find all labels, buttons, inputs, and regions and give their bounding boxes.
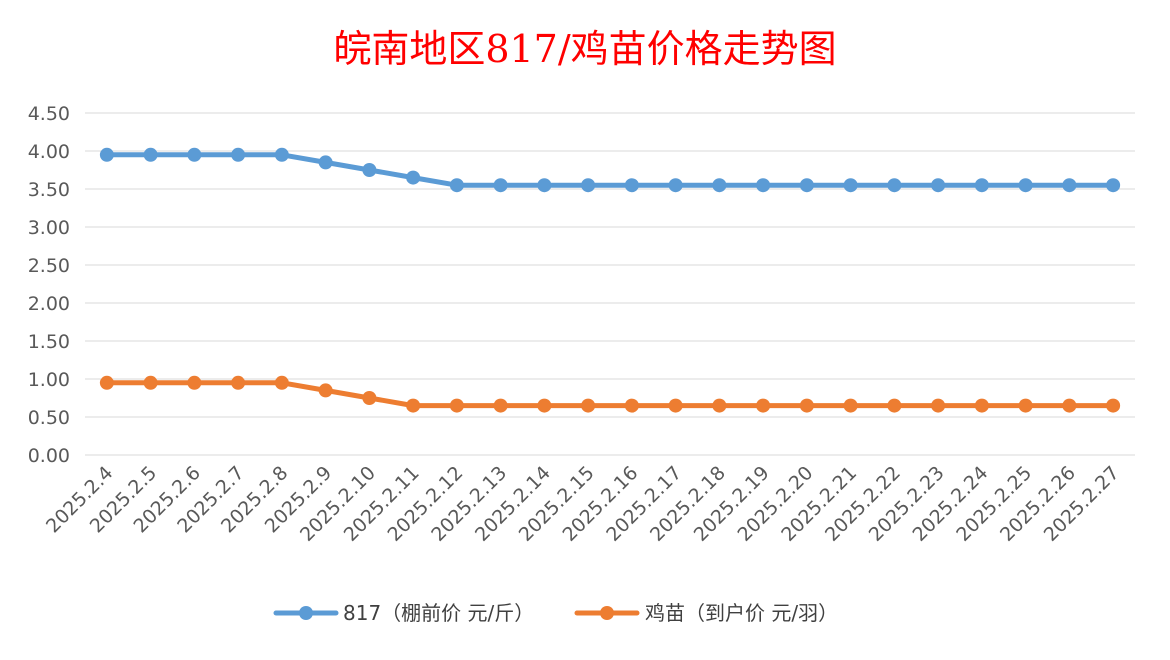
legend-marker	[299, 606, 313, 620]
legend-label: 鸡苗（到户价 元/羽）	[645, 601, 838, 625]
y-tick-label: 4.50	[28, 103, 70, 125]
data-point	[581, 398, 596, 413]
data-point	[537, 178, 552, 193]
data-point	[1106, 398, 1121, 413]
data-point	[187, 147, 202, 162]
y-tick-label: 2.00	[28, 293, 70, 315]
data-point	[406, 170, 421, 185]
data-point	[449, 398, 464, 413]
legend-marker	[600, 606, 614, 620]
legend-item: 鸡苗（到户价 元/羽）	[574, 601, 838, 625]
data-point	[931, 178, 946, 193]
data-point	[493, 178, 508, 193]
data-point	[318, 155, 333, 170]
data-point	[1018, 398, 1033, 413]
legend-item: 817（棚前价 元/斤）	[273, 601, 534, 625]
data-point	[668, 398, 683, 413]
data-point	[1062, 178, 1077, 193]
data-point	[362, 391, 377, 405]
series-group	[99, 147, 1121, 413]
y-tick-label: 2.50	[28, 255, 70, 277]
y-tick-label: 3.50	[28, 179, 70, 201]
data-point	[537, 398, 552, 413]
chart-title: 皖南地区817/鸡苗价格走势图	[333, 27, 836, 71]
data-point	[274, 147, 289, 162]
y-tick-label: 1.00	[28, 369, 70, 391]
data-point	[362, 163, 377, 177]
data-point	[99, 147, 114, 162]
data-point	[406, 398, 421, 413]
data-point	[143, 147, 158, 162]
data-point	[1018, 178, 1033, 193]
data-point	[843, 398, 858, 413]
data-point	[274, 375, 289, 390]
y-tick-label: 4.00	[28, 141, 70, 163]
legend: 817（棚前价 元/斤） 鸡苗（到户价 元/羽）	[273, 601, 838, 625]
data-point	[1106, 178, 1121, 193]
data-point	[843, 178, 858, 193]
y-tick-label: 3.00	[28, 217, 70, 239]
data-point	[99, 375, 114, 390]
data-point	[624, 178, 639, 193]
y-tick-label: 1.50	[28, 331, 70, 353]
data-point	[931, 398, 946, 413]
data-point	[799, 398, 814, 413]
grid-lines	[85, 112, 1135, 456]
data-point	[449, 178, 464, 193]
data-point	[887, 178, 902, 193]
data-point	[231, 147, 246, 162]
data-point	[318, 383, 333, 398]
y-tick-label: 0.00	[28, 445, 70, 467]
data-point	[756, 178, 771, 193]
data-point	[974, 398, 989, 413]
series-line	[104, 152, 1116, 188]
data-point	[712, 178, 727, 193]
data-point	[231, 375, 246, 390]
y-tick-label: 0.50	[28, 407, 70, 429]
data-point	[756, 398, 771, 413]
data-point	[712, 398, 727, 413]
data-point	[581, 178, 596, 193]
data-point	[799, 178, 814, 193]
data-point	[1062, 398, 1077, 413]
data-point	[974, 178, 989, 193]
data-point	[187, 375, 202, 390]
y-axis-ticks: 0.00 0.50 1.00 1.50 2.00 2.50 3.00 3.50 4.00 4.50	[28, 103, 70, 467]
data-point	[887, 398, 902, 413]
series-line	[104, 380, 1116, 409]
data-point	[493, 398, 508, 413]
data-point	[624, 398, 639, 413]
legend-label: 817（棚前价 元/斤）	[343, 601, 534, 625]
data-point	[143, 375, 158, 390]
series-2	[99, 375, 1121, 413]
data-point	[668, 178, 683, 193]
series-1	[99, 147, 1121, 193]
